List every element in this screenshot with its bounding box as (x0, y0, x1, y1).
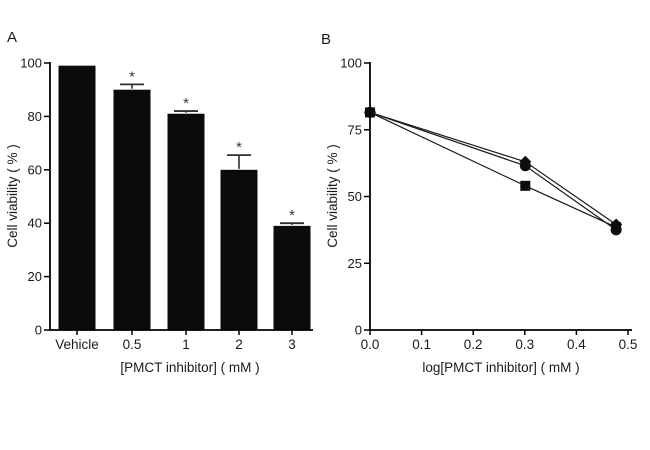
x-tick-label: 0.0 (361, 337, 380, 352)
x-tick-label: 1 (182, 337, 190, 352)
x-axis-title: [PMCT inhibitor] ( mM ) (120, 360, 259, 375)
panel-b-label: B (321, 31, 332, 48)
y-tick-label: 0 (35, 323, 42, 338)
x-tick-label: 2 (235, 337, 243, 352)
bar-3 (273, 225, 311, 330)
bar-2 (220, 169, 258, 330)
x-axis-title: log[PMCT inhibitor] ( mM ) (422, 360, 579, 375)
x-tick-label: 0.3 (515, 337, 534, 352)
x-tick-label: 0.5 (619, 337, 638, 352)
y-tick-label: 80 (28, 109, 42, 124)
circle-series-marker (610, 224, 622, 236)
y-tick-label: 25 (348, 256, 362, 271)
y-tick-label: 20 (28, 269, 42, 284)
x-tick-label: 3 (288, 337, 296, 352)
square-series-line (369, 111, 617, 228)
y-tick-label: 50 (348, 189, 362, 204)
bar-0.5 (113, 89, 151, 330)
x-tick-label: 0.2 (464, 337, 483, 352)
circle-series-marker (519, 160, 531, 172)
significance-asterisk: * (129, 68, 135, 85)
significance-asterisk: * (236, 139, 242, 156)
panel-a-label: A (7, 29, 18, 46)
square-series-marker (520, 180, 531, 191)
significance-asterisk: * (183, 95, 189, 112)
bar-vehicle (58, 65, 96, 331)
y-axis-title: Cell viability ( % ) (325, 144, 340, 248)
y-tick-label: 0 (355, 323, 362, 338)
significance-asterisk: * (289, 207, 295, 224)
x-tick-label: 0.1 (412, 337, 431, 352)
y-tick-label: 60 (28, 162, 42, 177)
y-tick-label: 75 (348, 122, 362, 137)
panel-b-chart: 0 25 50 75 100 0.0 0.1 0.2 0.3 0.4 0.5 log[PMCT inh… (325, 56, 637, 376)
y-axis-title: Cell viability ( % ) (5, 144, 20, 248)
x-tick-label: 0.4 (567, 337, 586, 352)
y-tick-label: 100 (20, 56, 42, 71)
x-tick-label: 0.5 (123, 337, 142, 352)
y-tick-label: 100 (340, 56, 362, 71)
panel-a-chart: * * * * 0 20 40 60 80 100 Vehicle 0.5 1 2 3 [PMCT inhib… (5, 56, 313, 375)
y-tick-label: 40 (28, 216, 42, 231)
bar-1 (167, 113, 205, 330)
x-tick-label: Vehicle (55, 337, 99, 352)
